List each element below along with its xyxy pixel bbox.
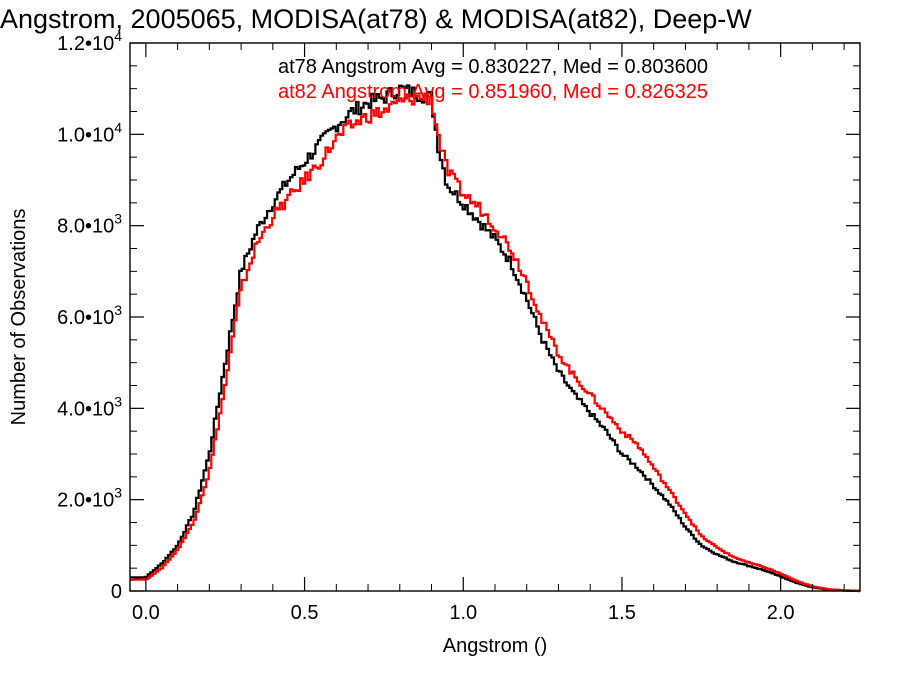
chart-title: Angstrom, 2005065, MODISA(at78) & MODISA…: [0, 4, 752, 34]
x-tick-label: 2.0: [767, 602, 795, 624]
y-tick-label: 0: [111, 581, 122, 603]
series-layer: [130, 84, 860, 593]
series-line-at82: [130, 92, 860, 593]
series-line-at78: [130, 84, 860, 593]
y-axis-label: Number of Observations: [8, 209, 30, 426]
x-tick-label: 0.0: [132, 602, 160, 624]
x-tick-label: 1.5: [608, 602, 636, 624]
x-axis-label: Angstrom (): [443, 635, 547, 657]
y-tick-label: 6.0•103: [57, 302, 122, 329]
x-axis: 0.0 0.5 1.0 1.5 2.0: [132, 43, 845, 624]
x-tick-label: 1.0: [449, 602, 477, 624]
y-tick-label: 8.0•103: [57, 211, 122, 238]
plot-frame: [129, 42, 861, 592]
legend-entry-at82: at82 Angstrom Avg = 0.851960, Med = 0.82…: [278, 81, 708, 103]
y-tick-label: 2.0•103: [57, 485, 122, 512]
legend-entry-at78: at78 Angstrom Avg = 0.830227, Med = 0.80…: [278, 56, 708, 78]
y-axis: 0 2.0•103 4.0•103 6.0•103 8.0•103 1.0•104 1.2•…: [57, 28, 860, 603]
y-tick-label: 1.2•104: [57, 28, 122, 55]
x-tick-label: 0.5: [291, 602, 319, 624]
y-tick-label: 1.0•104: [57, 119, 122, 146]
y-tick-label: 4.0•103: [57, 393, 122, 420]
